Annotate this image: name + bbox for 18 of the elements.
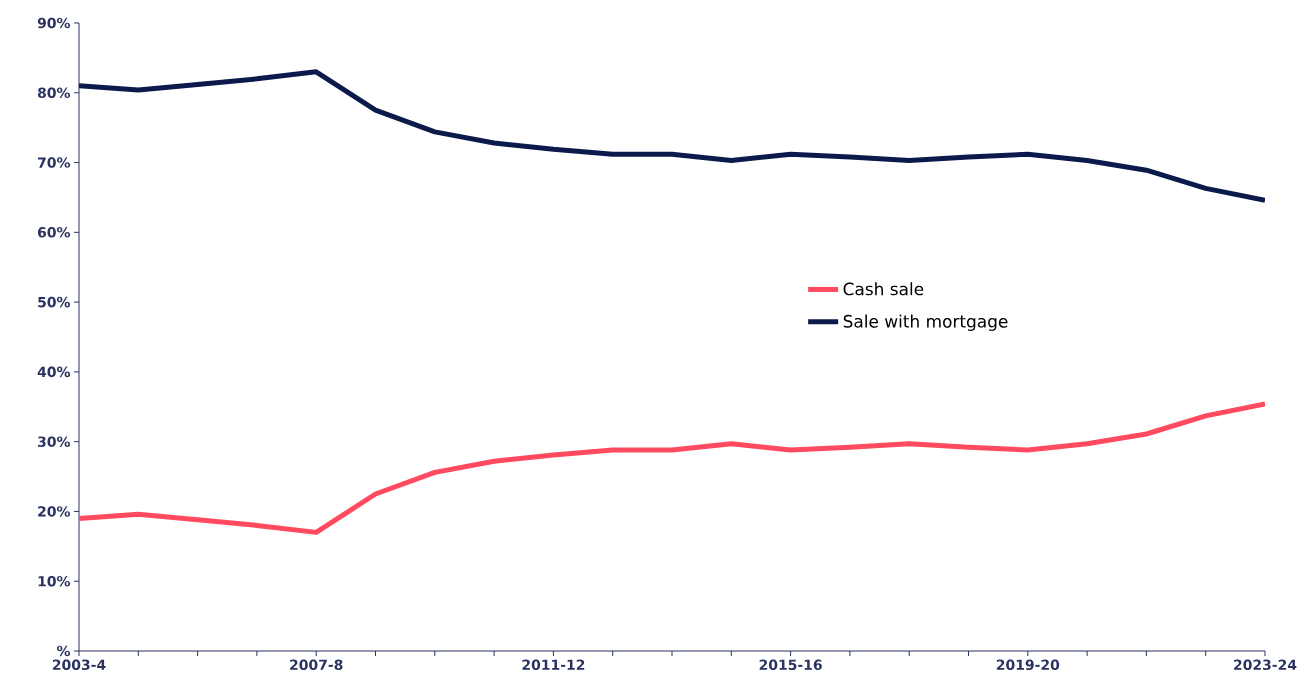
x-tick-label: 2015-16 — [759, 659, 822, 671]
x-tick-label: 2007-8 — [290, 659, 343, 671]
y-tick-label: % — [56, 645, 71, 657]
y-tick-label: 40% — [37, 366, 71, 378]
y-tick-label: 60% — [37, 227, 71, 238]
x-tick-label: 2003-4 — [52, 659, 106, 671]
x-tick-label: 2011-12 — [522, 659, 585, 671]
x-tick-label: 2019-20 — [996, 659, 1060, 671]
y-tick-label: 50% — [38, 296, 71, 308]
y-tick-label: 30% — [38, 436, 71, 447]
legend-label: Sale with mortgage — [843, 314, 1008, 331]
y-tick-label: 70% — [38, 157, 71, 168]
y-tick-label: 10% — [38, 575, 71, 587]
legend-label: Cash sale — [843, 282, 924, 296]
y-tick-label: 90% — [37, 17, 71, 29]
y-tick-label: 20% — [38, 506, 71, 517]
x-tick-label: 2023-24 — [1234, 659, 1297, 671]
y-tick-label: 80% — [37, 87, 71, 99]
